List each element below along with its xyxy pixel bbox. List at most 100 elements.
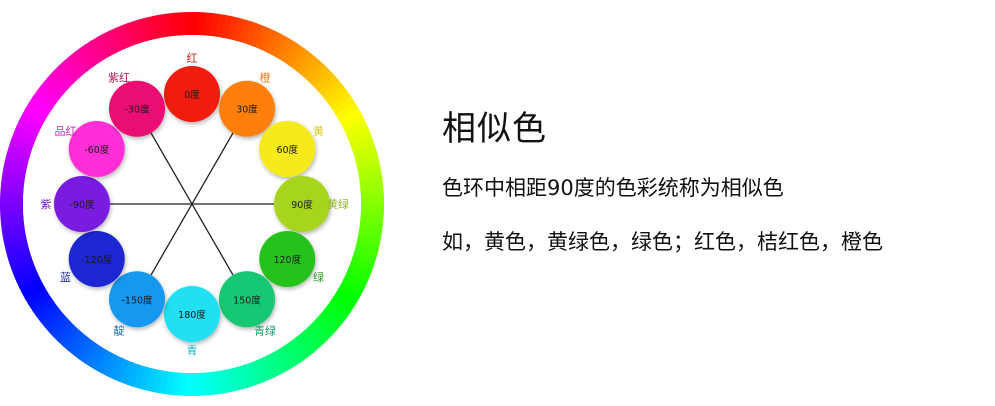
hue-name-label: 绿 — [313, 270, 324, 284]
hue-circle-degree-label: 30度 — [236, 104, 258, 116]
hue-ring-segment — [244, 21, 259, 46]
hue-circle — [274, 176, 330, 232]
hue-ring-segment — [32, 90, 56, 110]
hue-ring-segment — [131, 364, 146, 389]
hue-ring-segment — [341, 113, 366, 131]
hue-ring-segment — [299, 329, 321, 352]
hue-circle — [219, 80, 275, 137]
hue-ring-segment — [0, 202, 24, 211]
hue-ring-segment — [259, 355, 277, 380]
hue-ring-segment — [13, 124, 38, 141]
hue-ring-segment — [335, 102, 359, 121]
hue-ring-segment — [266, 31, 284, 56]
hue-ring-segment — [271, 34, 289, 59]
hue-ring-segment — [36, 302, 59, 323]
hue-circle-degree-label: 150度 — [233, 294, 261, 306]
hue-circle — [54, 176, 110, 232]
hue-circle-degree-label: 0度 — [184, 89, 200, 101]
hue-ring-segment — [304, 325, 326, 348]
hue-ring-segment — [360, 204, 384, 212]
hue-name-label: 蓝 — [60, 271, 71, 284]
hue-circle-degree-label: -150度 — [121, 294, 153, 306]
hue-ring-segment — [276, 37, 295, 62]
hue-ring-segment — [25, 101, 50, 120]
hue-ring-segment — [112, 358, 129, 383]
hue-name-label: 紫 — [41, 198, 52, 211]
hue-ring-segment — [48, 316, 71, 338]
hue-ring-segment — [79, 44, 99, 68]
hue-name-label: 品红 — [55, 125, 77, 138]
hue-ring-segment — [321, 80, 344, 101]
hue-ring-segment — [265, 353, 283, 378]
hue-ring-segment — [22, 107, 47, 125]
hue-ring-segment — [352, 250, 377, 265]
hue-ring-segment — [354, 151, 379, 164]
hue-ring-segment — [151, 369, 163, 394]
hue-ring-segment — [113, 25, 130, 50]
hue-ring-segment — [9, 137, 34, 152]
hue-ring-segment — [0, 209, 24, 218]
hue-ring-segment — [3, 238, 29, 251]
hue-ring-segment — [346, 267, 371, 284]
hue-ring-segment — [360, 197, 384, 206]
hue-ring-segment — [73, 48, 94, 71]
hue-circle-degree-label: -30度 — [124, 104, 150, 116]
hue-ring-segment — [305, 61, 327, 84]
hue-ring-segment — [171, 12, 182, 36]
hue-ring-segment — [100, 352, 118, 377]
hue-ring-segment — [291, 48, 311, 72]
examples-text: 如，黄色，黄绿色，绿色；红色，桔红色，橙色 — [442, 230, 883, 254]
hue-ring-segment — [332, 96, 356, 116]
description-text: 色环中相距90度的色彩统称为相似色 — [442, 176, 784, 200]
hue-ring-segment — [185, 12, 194, 36]
hue-ring-segment — [197, 372, 206, 396]
hue-ring-segment — [360, 190, 384, 199]
hue-ring-segment — [254, 358, 271, 383]
hue-name-label: 青 — [187, 344, 198, 357]
hue-ring-segment — [67, 332, 88, 356]
hue-ring-segment — [215, 13, 227, 38]
hue-circle-degree-label: -60度 — [84, 144, 110, 156]
hue-circle — [164, 66, 220, 122]
hue-ring-segment — [331, 293, 355, 313]
hue-circle — [68, 231, 125, 287]
hue-ring-segment — [62, 328, 84, 352]
hue-circle-degree-label: -120度 — [81, 254, 113, 266]
hue-ring-segment — [25, 287, 49, 306]
hue-ring-segment — [44, 311, 67, 333]
hue-ring-segment — [95, 349, 113, 374]
hue-ring-segment — [29, 95, 53, 115]
hue-ring-segment — [5, 150, 30, 164]
hue-ring-segment — [348, 261, 373, 277]
hue-ring-segment — [328, 298, 352, 318]
hue-ring-segment — [350, 138, 375, 153]
hue-ring-segment — [190, 372, 199, 396]
hue-ring-segment — [343, 272, 368, 290]
hue-ring-segment — [286, 44, 306, 68]
hue-ring-segment — [260, 28, 278, 53]
hue-ring-segment — [243, 362, 258, 387]
hue-ring-segment — [44, 74, 68, 96]
hue-ring-segment — [49, 69, 72, 91]
hue-ring-segment — [348, 132, 373, 148]
hue-ring-segment — [5, 244, 30, 257]
hue-ring-segment — [83, 343, 103, 367]
hue-ring-segment — [346, 125, 371, 142]
hue-name-label: 青绿 — [254, 323, 276, 337]
hue-ring-segment — [360, 183, 384, 194]
hue-ring-segment — [350, 256, 375, 271]
hue-ring-segment — [296, 52, 317, 76]
hue-name-label: 紫红 — [108, 72, 130, 85]
hue-ring-segment — [312, 317, 335, 339]
hue-ring-segment — [237, 364, 252, 389]
hue-ring-segment — [138, 366, 152, 391]
hue-ring-segment — [178, 12, 187, 36]
hue-ring-segment — [40, 307, 63, 328]
hue-ring-segment — [280, 344, 300, 368]
hue-ring-segment — [120, 23, 136, 48]
hue-ring-segment — [89, 346, 108, 371]
hue-name-label: 橙 — [260, 71, 271, 85]
hue-ring-segment — [7, 143, 32, 158]
hue-ring-segment — [232, 366, 245, 391]
hue-circle — [259, 121, 316, 177]
